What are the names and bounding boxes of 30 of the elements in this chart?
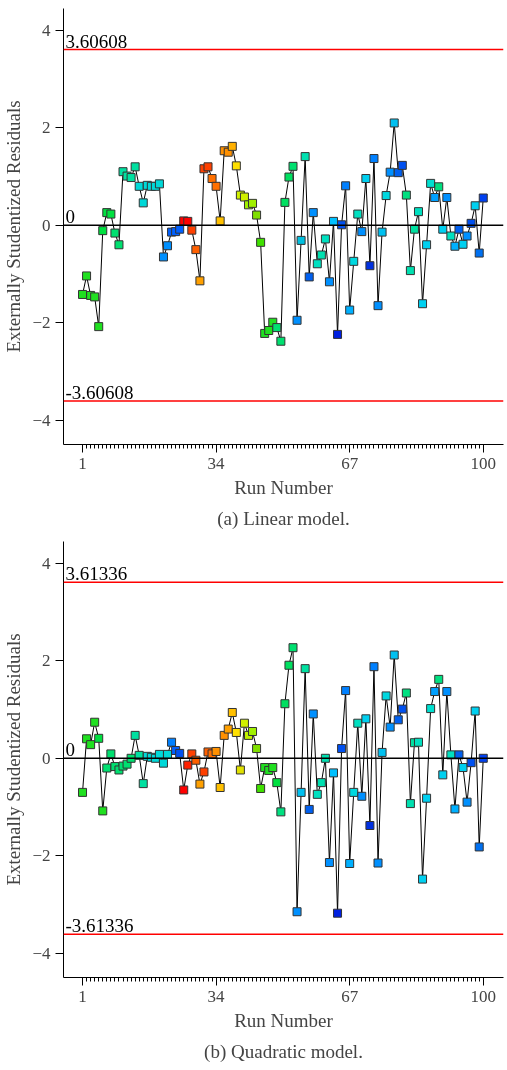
y-tick-label: 0 xyxy=(42,215,51,235)
text: (a) Linear model. xyxy=(217,507,350,530)
y-tick-label: 0 xyxy=(42,748,51,768)
x-tick-label: 34 xyxy=(207,986,226,1006)
x-axis-title: Run Number xyxy=(234,1009,334,1031)
ref-line-label: 3.60608 xyxy=(65,30,128,52)
ref-line-label: -3.61336 xyxy=(65,915,134,937)
text: (b) Quadratic model. xyxy=(204,1040,363,1063)
x-axis-title: Run Number xyxy=(234,476,334,498)
x-tick-label: 100 xyxy=(470,986,497,1006)
ref-line-label: 0 xyxy=(65,739,75,761)
x-tick-label: 34 xyxy=(207,453,226,473)
ref-line-label: 0 xyxy=(65,206,75,228)
y-tick-label: 2 xyxy=(42,651,51,671)
ref-line-label: 3.61336 xyxy=(65,563,128,585)
x-tick-label: 67 xyxy=(341,986,359,1006)
y-tick-label: 4 xyxy=(42,20,51,40)
x-tick-label: 1 xyxy=(78,986,87,1006)
y-tick-label: −2 xyxy=(32,846,51,866)
y-tick-label: −2 xyxy=(32,313,51,333)
x-tick-label: 100 xyxy=(470,453,497,473)
x-tick-label: 67 xyxy=(341,453,359,473)
y-axis-title: Externally Studentized Residuals xyxy=(3,100,25,353)
y-tick-label: −4 xyxy=(32,943,51,963)
x-tick-label: 1 xyxy=(78,453,87,473)
ref-line-label: -3.60608 xyxy=(65,381,134,403)
y-axis-title: Externally Studentized Residuals xyxy=(3,633,25,886)
y-tick-label: 4 xyxy=(42,553,51,573)
y-tick-label: −4 xyxy=(32,410,51,430)
y-tick-label: 2 xyxy=(42,118,51,138)
